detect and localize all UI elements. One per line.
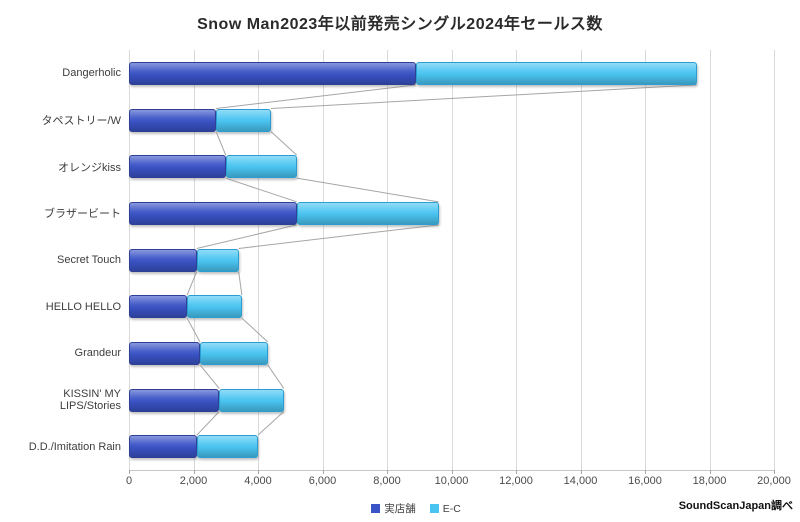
category-label: KISSIN' MY LIPS/Stories xyxy=(59,387,121,412)
x-tick-label: 14,000 xyxy=(563,475,598,487)
x-axis-tick-mark xyxy=(451,470,453,474)
x-tick-label: 18,000 xyxy=(692,475,727,487)
category-label: D.D./Imitation Rain xyxy=(28,440,121,453)
category-label: ブラザービート xyxy=(44,208,121,221)
x-axis-tick-mark xyxy=(645,470,646,474)
gridline xyxy=(322,50,324,470)
x-axis-tick-mark xyxy=(322,470,324,474)
x-tick-label: 0 xyxy=(125,475,133,487)
x-tick-label: 20,000 xyxy=(757,475,791,487)
x-axis-tick-mark xyxy=(709,470,711,474)
bar-segment-store xyxy=(129,201,297,225)
bar-segment-store xyxy=(129,435,197,459)
bar-segment-store xyxy=(129,61,417,85)
x-tick-label: 12,000 xyxy=(499,475,533,487)
category-label: Dangerholic xyxy=(62,67,121,80)
bar-segment-ec xyxy=(187,295,242,319)
legend-label: 実店舗 xyxy=(384,503,416,515)
category-label: Secret Touch xyxy=(56,253,121,266)
gridline xyxy=(774,50,775,470)
bar-segment-ec xyxy=(199,341,268,365)
legend-swatch-icon xyxy=(429,504,439,513)
gridline xyxy=(516,50,517,470)
bar-segment-ec xyxy=(296,201,439,225)
legend-label: E-C xyxy=(442,502,461,515)
x-axis-tick-mark xyxy=(580,470,582,474)
chart-legend: 実店舗 E-C xyxy=(0,501,800,516)
gridline xyxy=(451,50,453,470)
source-note: SoundScanJapan調べ xyxy=(678,500,793,512)
gridline xyxy=(709,50,711,470)
category-label: タペストリー/W xyxy=(41,114,121,127)
bar-segment-ec xyxy=(219,388,284,412)
bar-segment-ec xyxy=(216,108,271,132)
legend-item: 実店舗 xyxy=(371,501,416,516)
bar-segment-store xyxy=(129,341,200,365)
bar-segment-ec xyxy=(416,61,697,85)
bar-segment-ec xyxy=(225,155,297,179)
category-label: HELLO HELLO xyxy=(45,300,121,313)
gridline xyxy=(645,50,646,470)
bar-segment-store xyxy=(129,108,217,132)
gridline xyxy=(258,50,259,470)
x-tick-label: 2,000 xyxy=(179,475,208,487)
x-axis-tick-mark xyxy=(516,470,517,474)
x-tick-label: 8,000 xyxy=(373,475,401,487)
bar-segment-store xyxy=(129,388,220,412)
bar-segment-ec xyxy=(196,435,258,459)
x-tick-label: 6,000 xyxy=(308,475,337,487)
bar-segment-store xyxy=(129,155,226,179)
legend-swatch-icon xyxy=(371,504,381,513)
bar-segment-store xyxy=(129,295,188,319)
x-axis-tick-mark xyxy=(387,470,388,474)
x-axis-tick-mark xyxy=(193,470,195,474)
chart-title: Snow Man2023年以前発売シングル2024年セールス数 xyxy=(197,16,603,33)
x-axis-tick-mark xyxy=(774,470,775,474)
x-tick-label: 10,000 xyxy=(434,475,469,487)
x-axis-tick-mark xyxy=(129,470,130,474)
x-axis-tick-mark xyxy=(258,470,259,474)
gridline xyxy=(387,50,388,470)
bar-segment-store xyxy=(129,248,197,272)
x-tick-label: 4,000 xyxy=(244,475,272,487)
gridline xyxy=(580,50,582,470)
category-label: オレンジkiss xyxy=(58,161,121,174)
bar-segment-ec xyxy=(196,248,239,272)
category-label: Grandeur xyxy=(74,347,121,360)
x-tick-label: 16,000 xyxy=(628,475,662,487)
legend-item: E-C xyxy=(429,502,461,515)
